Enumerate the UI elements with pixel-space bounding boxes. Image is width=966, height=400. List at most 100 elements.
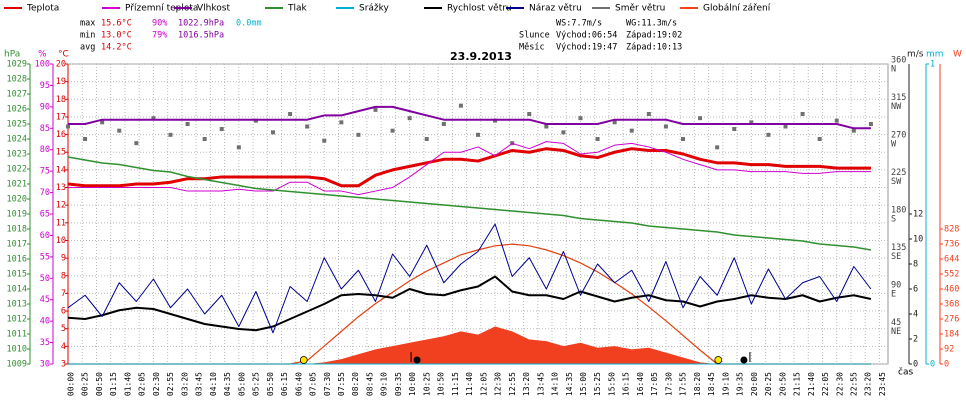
y-tick-label: 3 <box>61 360 66 370</box>
direction-point <box>271 130 275 135</box>
y-tick-label: 1012 <box>7 315 27 325</box>
y-tick-label: 4 <box>913 310 918 320</box>
y-tick-label: 70 <box>40 188 50 198</box>
direction-point <box>578 116 583 121</box>
y-tick-label: 828 <box>944 225 959 235</box>
x-tick-label: 17:55 <box>679 372 688 396</box>
x-tick-label: 23:20 <box>864 372 873 396</box>
chart-title: 23.9.2013 <box>450 50 512 63</box>
x-tick-label: 16:15 <box>622 372 631 396</box>
y-tick-label: 18 <box>56 95 66 105</box>
direction-point <box>356 132 361 137</box>
direction-point <box>715 145 720 150</box>
direction-point <box>373 107 378 112</box>
y-tick-label: 10 <box>913 235 923 245</box>
direction-point <box>100 120 105 125</box>
x-tick-label: 15:50 <box>607 372 616 396</box>
y-tick-label: 1020 <box>7 195 27 205</box>
direction-point <box>83 137 88 141</box>
x-tick-label: 05:25 <box>252 372 261 396</box>
direction-point <box>185 122 190 126</box>
y-tick-label: 12 <box>913 210 923 220</box>
y-tick-label: 1009 <box>7 360 27 370</box>
y-tick-label: 6 <box>61 307 66 317</box>
y-tick-label: 100 <box>35 60 50 70</box>
moon-marker <box>740 356 748 364</box>
stat-text: 14.2°C <box>101 43 132 53</box>
x-tick-label: 22:55 <box>849 372 858 396</box>
direction-point <box>868 122 873 126</box>
y-tick-label: 92 <box>944 345 954 355</box>
x-tick-label: 12:55 <box>508 372 517 396</box>
y-tick-label: S <box>891 215 896 225</box>
x-tick-label: 14:35 <box>565 372 574 396</box>
direction-point <box>117 128 122 133</box>
y-tick-label: 80 <box>40 145 50 155</box>
x-tick-label: 04:35 <box>223 372 232 396</box>
x-tick-label: 08:20 <box>351 372 360 396</box>
y-tick-label: 60 <box>40 231 50 241</box>
direction-point <box>561 130 566 135</box>
y-tick-label: 1023 <box>7 150 27 160</box>
x-tick-label: 07:55 <box>337 372 346 396</box>
direction-point <box>305 124 310 129</box>
legend-label: Přízemní teplota <box>125 4 198 14</box>
y-tick-label: 360 <box>891 56 906 66</box>
y-tick-label: 45 <box>40 295 50 305</box>
stat-text: Východ:19:47 <box>556 43 617 53</box>
direction-point <box>749 120 754 125</box>
series-line <box>67 275 872 332</box>
x-tick-label: 21:40 <box>807 372 816 396</box>
x-tick-label: 03:20 <box>180 372 189 396</box>
x-tick-label: 19:35 <box>736 372 745 396</box>
x-tick-label: 06:40 <box>294 372 303 396</box>
y-tick-label: SW <box>891 177 902 187</box>
y-tick-label: 0 <box>944 360 949 370</box>
x-tick-label: 22:30 <box>835 372 844 396</box>
x-tick-label: 13:20 <box>522 372 531 396</box>
x-tick-label: 07:30 <box>323 372 332 396</box>
x-tick-label: 15:25 <box>593 372 602 396</box>
x-axis-label: čas <box>898 367 913 378</box>
x-tick-label: 17:05 <box>650 372 659 396</box>
y-tick-label: 90 <box>40 102 50 112</box>
direction-point <box>288 112 293 116</box>
y-tick-label: 270 <box>891 131 906 141</box>
direction-point <box>800 112 805 116</box>
sun-marker <box>299 356 308 364</box>
stat-text: WS:7.7m/s <box>556 19 602 29</box>
x-tick-label: 13:45 <box>536 372 545 396</box>
x-tick-label: 00:00 <box>67 372 76 396</box>
radiation-area <box>68 326 871 364</box>
direction-point <box>134 141 139 146</box>
direction-point <box>202 137 207 141</box>
x-tick-label: 23:45 <box>878 372 887 396</box>
series-line <box>67 156 872 251</box>
x-tick-label: 00:25 <box>81 372 90 396</box>
stat-text: 13.0°C <box>101 31 132 41</box>
direction-point <box>458 103 463 108</box>
y-tick-label: 8 <box>913 260 918 270</box>
x-tick-label: 10:50 <box>437 372 446 396</box>
x-tick-label: 07:05 <box>309 372 318 396</box>
direction-point <box>441 122 446 126</box>
x-tick-label: 20:00 <box>750 372 759 396</box>
stat-text: 1016.5hPa <box>178 31 224 41</box>
y-tick-label: 1010 <box>7 345 27 355</box>
direction-point <box>407 116 412 121</box>
stat-text: 90% <box>152 19 167 29</box>
y-tick-label: W <box>891 140 897 150</box>
y-tick-label: 30 <box>40 360 50 370</box>
direction-point <box>646 112 651 116</box>
legend-label: Vlhkost <box>197 4 230 14</box>
x-tick-label: 02:30 <box>152 372 161 396</box>
x-tick-label: 20:25 <box>764 372 773 396</box>
y-tick-label: 6 <box>913 285 918 295</box>
direction-point <box>424 137 429 141</box>
x-tick-label: 11:15 <box>451 372 460 396</box>
x-tick-label: 19:10 <box>721 372 730 396</box>
y-tick-label: SE <box>891 252 901 262</box>
direction-point <box>766 132 771 137</box>
y-tick-label: 85 <box>40 124 50 134</box>
stat-text: min <box>80 31 95 41</box>
